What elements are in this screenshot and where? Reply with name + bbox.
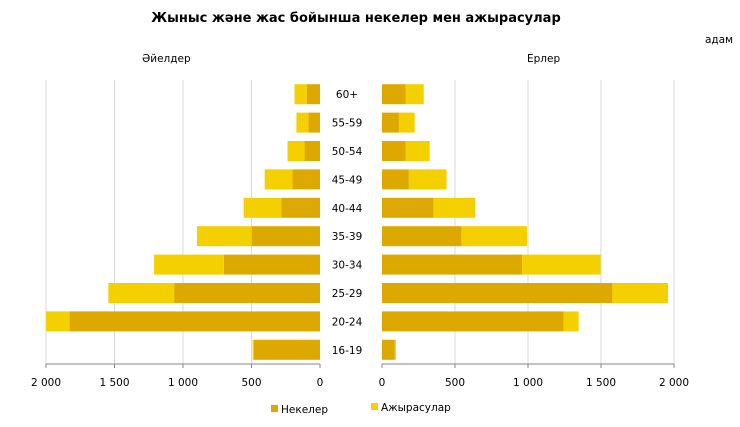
bar-women-divorces [264, 169, 293, 190]
age-group-label: 50-54 [332, 146, 363, 158]
bar-men-divorces [563, 311, 579, 332]
bar-women-marriages [223, 254, 320, 275]
unit-label: адам [705, 34, 733, 46]
bar-women-marriages [69, 311, 321, 332]
bar-women-divorces [243, 197, 282, 218]
x-tick-label: 1 500 [99, 377, 129, 389]
panel-label-men: Ерлер [527, 53, 560, 65]
bar-men-marriages [382, 197, 434, 218]
bar-men-divorces [405, 141, 430, 161]
age-group-label: 16-19 [332, 345, 363, 357]
panel-label-women: Әйелдер [142, 53, 191, 65]
bar-men-marriages [382, 339, 395, 360]
bar-men-marriages [382, 141, 406, 161]
x-tick-label: 500 [241, 377, 261, 389]
bar-men-divorces [405, 84, 424, 105]
x-tick-label: 0 [379, 377, 386, 389]
bar-men-divorces [612, 283, 669, 303]
bar-women-marriages [292, 169, 320, 190]
bar-men-marriages [382, 169, 409, 190]
bar-men-marriages [382, 254, 523, 275]
age-group-label: 55-59 [332, 118, 363, 130]
bar-women-marriages [251, 226, 320, 247]
bar-women-marriages [308, 112, 320, 133]
legend-label-marriages: Некелер [281, 404, 328, 416]
legend-label-divorces: Ажырасулар [381, 402, 451, 414]
x-tick-label: 2 000 [31, 377, 61, 389]
legend: Некелер Ажырасулар [271, 402, 451, 416]
age-group-label: 40-44 [332, 203, 363, 215]
chart-title: Жыныс және жас бойынша некелер мен ажыра… [151, 11, 561, 26]
x-tick-label: 1 000 [513, 377, 543, 389]
bar-women-divorces [196, 226, 252, 247]
bar-women-divorces [154, 254, 224, 275]
bar-women-divorces [252, 339, 254, 360]
age-group-label: 30-34 [332, 260, 363, 272]
bar-women-marriages [174, 283, 320, 303]
x-tick-label: 1 000 [168, 377, 198, 389]
bar-women-marriages [306, 84, 320, 105]
age-group-label: 45-49 [332, 174, 363, 186]
bar-men-divorces [461, 226, 527, 247]
bar-men-marriages [382, 84, 406, 105]
bar-women-marriages [281, 197, 320, 218]
bar-women-divorces [287, 141, 305, 161]
age-group-label: 35-39 [332, 231, 363, 243]
x-tick-label: 2 000 [659, 377, 689, 389]
age-group-label: 20-24 [332, 316, 363, 328]
x-tick-label: 0 [317, 377, 324, 389]
bar-men-divorces [433, 197, 476, 218]
bar-women-divorces [294, 84, 307, 105]
bar-men-divorces [522, 254, 601, 275]
x-tick-label: 1 500 [586, 377, 616, 389]
bar-women-divorces [108, 283, 175, 303]
bar-men-marriages [382, 226, 462, 247]
bar-women-marriages [253, 339, 320, 360]
bar-men-divorces [394, 339, 396, 360]
bar-men-marriages [382, 283, 613, 303]
bar-women-marriages [304, 141, 320, 161]
bar-men-marriages [382, 311, 564, 332]
bar-men-divorces [408, 169, 447, 190]
x-tick-label: 500 [445, 377, 465, 389]
legend-swatch-marriages [271, 405, 278, 412]
bar-women-divorces [296, 112, 309, 133]
legend-swatch-divorces [371, 403, 378, 410]
bar-women-divorces [46, 311, 70, 332]
bar-men-divorces [398, 112, 415, 133]
bar-men-marriages [382, 112, 399, 133]
age-group-label: 25-29 [332, 288, 363, 300]
age-group-label: 60+ [336, 89, 358, 101]
